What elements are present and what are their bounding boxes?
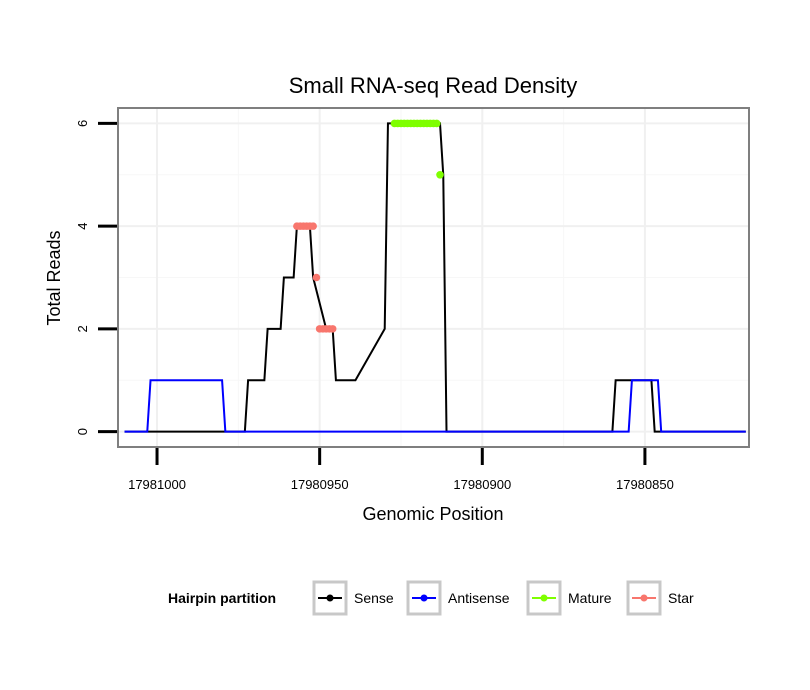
data-series	[124, 119, 746, 433]
legend-point-star	[640, 594, 648, 602]
legend-point-antisense	[420, 594, 428, 602]
legend-title: Hairpin partition	[168, 590, 276, 606]
point-star	[312, 273, 321, 282]
legend-label-star: Star	[668, 590, 694, 606]
legend-label-mature: Mature	[568, 590, 612, 606]
x-tick-label: 17980950	[291, 477, 349, 492]
y-tick-label: 6	[75, 120, 90, 127]
y-tick-label: 0	[75, 428, 90, 435]
chart-title: Small RNA-seq Read Density	[289, 73, 578, 98]
series-line-antisense	[124, 379, 746, 433]
legend-item-antisense: Antisense	[406, 580, 510, 616]
legend-item-sense: Sense	[312, 580, 394, 616]
point-star	[328, 325, 337, 333]
legend-label-antisense: Antisense	[448, 590, 510, 606]
x-tick-label: 17981000	[128, 477, 186, 492]
x-tick-label: 17980900	[453, 477, 511, 492]
legend-label-sense: Sense	[354, 590, 394, 606]
y-tick-label: 2	[75, 325, 90, 332]
x-tick-label: 17980850	[616, 477, 674, 492]
x-axis-title: Genomic Position	[362, 504, 503, 524]
point-star	[309, 222, 317, 230]
axis-ticks: 17981000 17980950 17980900 17980850 0 2 4 6	[75, 120, 674, 492]
legend-item-mature: Mature	[526, 580, 612, 616]
legend-point-mature	[540, 594, 548, 602]
legend-point-sense	[326, 594, 334, 602]
y-tick-label: 4	[75, 223, 90, 230]
legend: Hairpin partition Sense Antisense Mature…	[168, 580, 694, 616]
legend-item-star: Star	[626, 580, 694, 616]
plot-border	[117, 107, 750, 448]
point-mature	[432, 119, 441, 128]
point-mature	[436, 170, 444, 179]
y-axis-title: Total Reads	[44, 230, 64, 325]
